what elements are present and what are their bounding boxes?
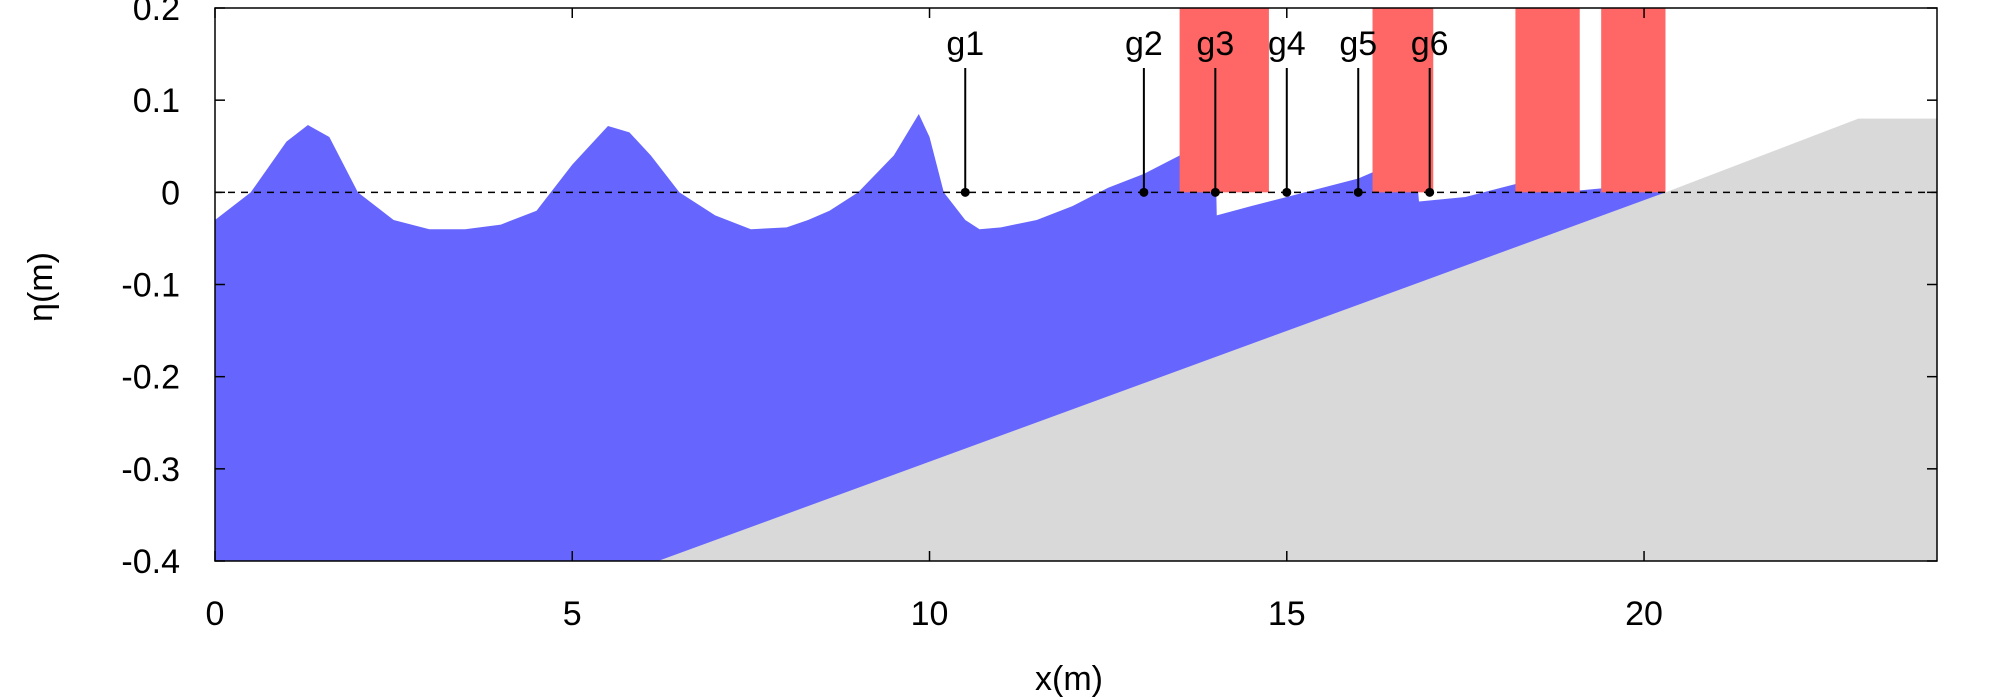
breaking-zone-4 (1601, 8, 1666, 193)
y-tick-label: -0.3 (121, 451, 180, 489)
gauge-label-g4: g4 (1268, 25, 1306, 63)
gauge-point-g3 (1210, 187, 1220, 197)
y-tick-label: 0 (161, 174, 180, 212)
x-tick-label: 5 (563, 595, 582, 633)
y-axis-title: η(m) (22, 252, 60, 322)
breaking-zone-3 (1515, 8, 1580, 193)
y-tick-label: -0.2 (121, 359, 180, 397)
x-tick-label: 10 (911, 595, 949, 633)
axes-layer: 0 5 10 15 20 0.2 0.1 0 -0.1 -0.2 -0.3 -0.4 (121, 0, 1938, 633)
gauge-point-g5 (1353, 187, 1363, 197)
gauge-label-g5: g5 (1339, 25, 1377, 63)
gauge-point-g1 (960, 187, 970, 197)
gauge-point-g2 (1139, 187, 1149, 197)
gauge-label-g1: g1 (946, 25, 984, 63)
bathymetry-area (215, 118, 1937, 561)
annotation-layer: g1 g2 g3 g4 g5 g6 (215, 25, 1937, 197)
x-tick-label: 0 (206, 595, 225, 633)
gauge-label-g6: g6 (1411, 25, 1449, 63)
y-tick-label: -0.1 (121, 267, 180, 305)
gauge-point-g4 (1282, 187, 1292, 197)
gauge-label-g3: g3 (1196, 25, 1234, 63)
x-tick-label: 15 (1268, 595, 1306, 633)
gauge-label-g2: g2 (1125, 25, 1163, 63)
gauge-point-g6 (1425, 187, 1435, 197)
x-axis-title: x(m) (1035, 660, 1103, 698)
fill-layer (215, 8, 1937, 561)
x-tick-label: 20 (1625, 595, 1663, 633)
y-tick-label: 0.1 (133, 82, 180, 120)
breaking-zone-1 (1179, 8, 1269, 193)
y-tick-label: -0.4 (121, 543, 180, 581)
breaking-zone-2 (1372, 8, 1434, 193)
y-tick-label: 0.2 (133, 0, 180, 28)
